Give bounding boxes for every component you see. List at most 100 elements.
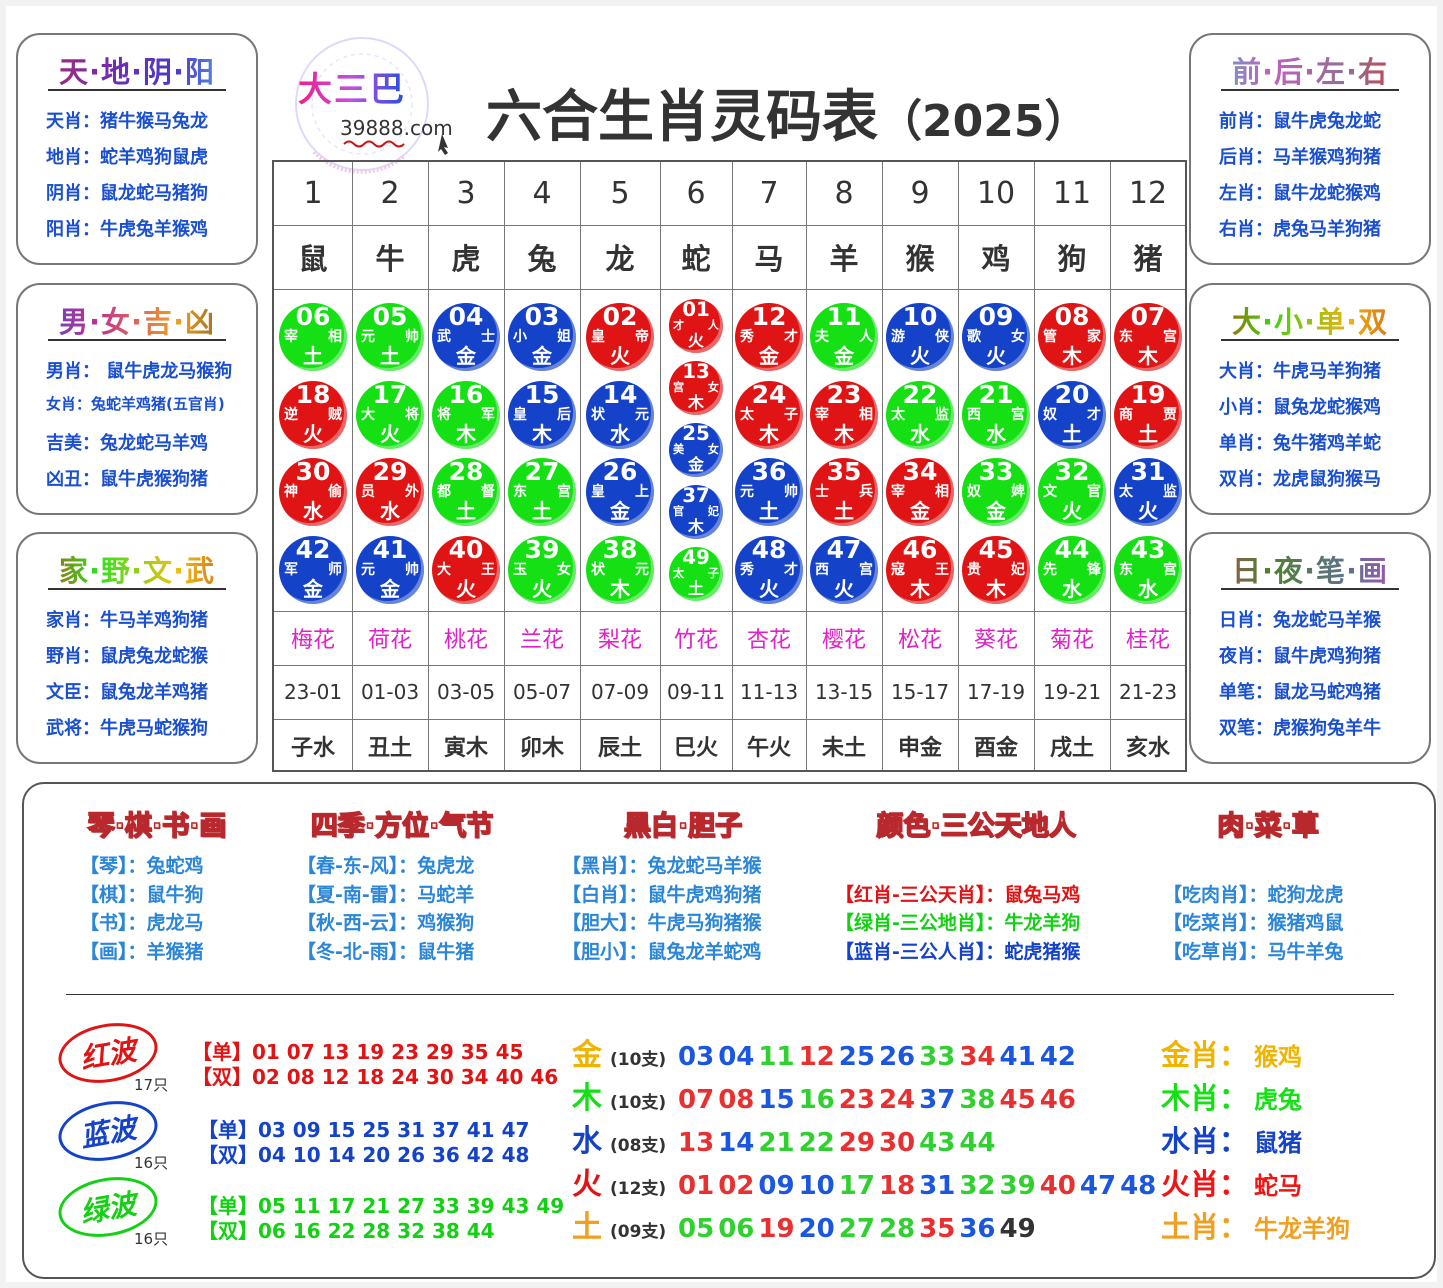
ball-number: 35: [826, 457, 862, 486]
number-ball[interactable]: 09 歌 女火: [962, 303, 1030, 371]
number-ball[interactable]: 38 状 元木: [586, 535, 654, 604]
number-ball[interactable]: 14 状 元水: [586, 380, 654, 449]
number-ball[interactable]: 05 元 帅土: [356, 303, 424, 371]
number-ball[interactable]: 48 秀 才火: [735, 535, 803, 604]
number-ball[interactable]: 06 宰 相土: [279, 303, 347, 371]
number-ball[interactable]: 35 士 兵土: [810, 458, 878, 526]
ball-number: 12: [751, 302, 787, 331]
logo-site[interactable]: 39888.com: [340, 116, 453, 140]
ball-number: 04: [448, 302, 484, 331]
element-number: 45: [999, 1085, 1036, 1115]
number-ball[interactable]: 03 小 姐金: [508, 303, 576, 371]
ball-element: 火: [456, 576, 476, 601]
flower-name: 菊花: [1049, 628, 1094, 653]
number-ball[interactable]: 12 秀 才金: [735, 303, 803, 371]
ball-number: 44: [1054, 534, 1090, 564]
ball-right-char: 姐: [557, 329, 571, 345]
number-ball[interactable]: 02 皇 帝火: [586, 303, 654, 371]
ball-left-char: 秀: [740, 329, 754, 345]
number-ball[interactable]: 04 武 士金: [432, 303, 500, 371]
time-range: 09-11: [666, 680, 726, 704]
ball-number: 47: [826, 534, 862, 564]
number-ball[interactable]: 22 太 监水: [886, 380, 954, 449]
number-ball[interactable]: 21 西 宫水: [962, 380, 1030, 449]
number-ball[interactable]: 39 玉 女火: [508, 535, 576, 604]
element-number: 11: [758, 1042, 795, 1072]
ball-left-char: 贵: [967, 561, 981, 578]
element-number: 30: [878, 1128, 916, 1158]
ball-element: 水: [1138, 576, 1158, 601]
flower-name: 竹花: [673, 628, 718, 653]
ball-element: 土: [456, 499, 476, 523]
ball-left-char: 美: [672, 443, 685, 457]
number-ball[interactable]: 16 将 军木: [432, 380, 500, 449]
ball-left-char: 将: [437, 406, 451, 423]
ball-element: 木: [532, 421, 552, 446]
info-panel: 大·小·单·双 大肖：牛虎马羊狗猪 小肖：鼠兔龙蛇猴鸡 单肖：兔牛猪鸡羊蛇 双肖：龙虎鼠…: [1189, 283, 1431, 515]
ball-left-char: 奴: [967, 484, 981, 500]
number-ball[interactable]: 45 贵 妃木: [962, 535, 1030, 604]
ball-right-char: 才: [784, 561, 798, 578]
ball-element: 金: [303, 576, 323, 601]
element-number: 44: [959, 1128, 996, 1158]
number-ball[interactable]: 01 才 人火: [669, 299, 723, 353]
time-range: 15-17: [890, 680, 950, 704]
element-zodiac-row: 金肖： 猴鸡: [1161, 1032, 1302, 1074]
number-ball[interactable]: 34 宰 相金: [886, 458, 954, 526]
number-ball[interactable]: 10 游 侠火: [886, 303, 954, 371]
number-ball[interactable]: 29 员 外水: [356, 458, 424, 526]
number-ball[interactable]: 49 太 子土: [669, 547, 723, 601]
number-ball[interactable]: 32 文 官火: [1038, 458, 1106, 526]
number-ball[interactable]: 33 奴 婢金: [962, 458, 1030, 526]
ball-number: 01: [682, 297, 710, 321]
number-ball[interactable]: 43 东 宫水: [1114, 535, 1182, 604]
number-ball[interactable]: 15 皇 后木: [508, 380, 576, 449]
number-ball[interactable]: 28 都 督土: [432, 458, 500, 526]
ball-right-char: 女: [557, 561, 571, 578]
number-ball[interactable]: 11 夫 人金: [810, 303, 878, 371]
section-title: 琴·棋·书·画: [87, 810, 227, 843]
number-ball[interactable]: 40 大 王火: [432, 535, 500, 604]
number-ball[interactable]: 26 皇 上金: [586, 458, 654, 526]
column-divider: [882, 162, 883, 770]
number-ball[interactable]: 19 商 贾土: [1114, 380, 1182, 449]
element-number: 05: [678, 1214, 715, 1244]
number-ball[interactable]: 36 元 帅土: [735, 458, 803, 526]
ball-number: 34: [902, 457, 938, 486]
number-ball[interactable]: 25 美 女金: [669, 423, 723, 477]
number-ball[interactable]: 23 宰 相木: [810, 380, 878, 449]
ball-left-char: 玉: [513, 561, 527, 578]
panel-item: 武将：牛虎马蛇猴狗: [46, 718, 208, 739]
number-ball[interactable]: 18 逆 贼火: [279, 380, 347, 449]
panel-item: 大肖：牛虎马羊狗猪: [1219, 361, 1381, 382]
divider: [66, 994, 1394, 995]
flower-name: 兰花: [519, 628, 564, 653]
ball-number: 32: [1054, 457, 1090, 486]
element-number: 20: [798, 1214, 835, 1244]
element-number: 07: [678, 1085, 715, 1115]
number-ball[interactable]: 47 西 宫火: [810, 534, 878, 604]
number-ball[interactable]: 13 宫 女木: [669, 361, 723, 415]
number-ball[interactable]: 24 太 子木: [735, 380, 803, 449]
number-ball[interactable]: 17 大 将火: [356, 380, 424, 449]
number-ball[interactable]: 46 寇 王木: [886, 535, 954, 604]
section-item: 【冬-北-雨】：鼠牛猪: [297, 940, 475, 963]
element-zodiac-value: 猴鸡: [1254, 1043, 1303, 1071]
number-ball[interactable]: 08 管 家木: [1038, 303, 1106, 371]
number-ball[interactable]: 27 东 宫土: [508, 458, 576, 526]
ball-element: 金: [456, 344, 476, 368]
ball-element: 火: [1138, 499, 1158, 523]
element-number: 23: [838, 1085, 875, 1115]
number-ball[interactable]: 20 奴 才土: [1038, 380, 1106, 449]
number-ball[interactable]: 07 东 宫木: [1114, 303, 1182, 371]
time-range: 01-03: [360, 680, 420, 704]
element-number: 06: [718, 1214, 755, 1244]
number-ball[interactable]: 31 太 监火: [1114, 458, 1182, 526]
number-ball[interactable]: 42 军 师金: [279, 535, 347, 604]
number-ball[interactable]: 44 先 锋水: [1038, 534, 1106, 604]
number-ball[interactable]: 37 官 妃木: [669, 485, 723, 539]
ball-element: 火: [688, 331, 704, 351]
panel-item: 双肖：龙虎鼠狗猴马: [1219, 469, 1381, 490]
number-ball[interactable]: 30 神 偷水: [279, 458, 347, 526]
number-ball[interactable]: 41 元 帅金: [356, 535, 424, 604]
